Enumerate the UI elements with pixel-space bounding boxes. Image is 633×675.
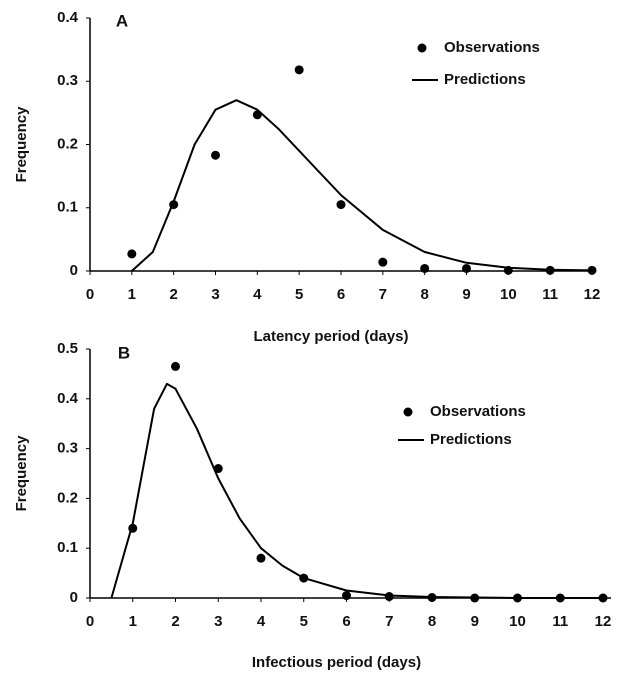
x-tick-label: 7	[379, 286, 387, 303]
x-tick-label: 11	[552, 613, 568, 630]
x-tick-label: 1	[129, 613, 137, 630]
y-axis-title: Frequency	[13, 435, 30, 512]
y-axis-title: Frequency	[13, 106, 30, 183]
y-tick-label: 0.1	[57, 199, 78, 216]
x-tick-label: 10	[500, 286, 517, 303]
x-tick-label: 12	[584, 286, 601, 303]
y-tick-label: 0	[70, 262, 78, 279]
legend-label: Predictions	[430, 431, 512, 448]
x-tick-label: 5	[300, 613, 308, 630]
x-tick-label: 1	[128, 286, 136, 303]
y-tick-label: 0.4	[57, 390, 79, 407]
x-tick-label: 6	[337, 286, 345, 303]
x-tick-label: 8	[420, 286, 428, 303]
x-axis-title: Latency period (days)	[253, 328, 408, 345]
prediction-line	[110, 382, 603, 599]
legend-marker	[417, 43, 427, 53]
observation-point	[342, 591, 351, 601]
observation-point	[378, 257, 388, 267]
x-tick-label: 12	[595, 613, 612, 630]
x-tick-label: 2	[169, 286, 177, 303]
legend-label: Observations	[444, 39, 540, 56]
observation-point	[336, 200, 346, 210]
x-tick-label: 3	[211, 286, 219, 303]
x-tick-label: 6	[342, 613, 350, 630]
x-tick-label: 3	[214, 613, 222, 630]
legend-label: Predictions	[444, 71, 526, 88]
x-tick-label: 2	[171, 613, 179, 630]
y-tick-label: 0.2	[57, 489, 78, 506]
x-tick-label: 8	[428, 613, 436, 630]
y-tick-label: 0.3	[57, 72, 78, 89]
x-tick-label: 7	[385, 613, 393, 630]
observation-point	[420, 263, 430, 273]
observation-point	[171, 361, 180, 371]
y-tick-label: 0.1	[57, 539, 78, 556]
x-tick-label: 9	[462, 286, 470, 303]
x-tick-label: 0	[86, 613, 94, 630]
legend-label: Observations	[430, 403, 526, 420]
observation-point	[127, 249, 137, 259]
x-axis-title: Infectious period (days)	[252, 654, 421, 671]
y-tick-label: 0.3	[57, 440, 78, 457]
panel-label: B	[118, 343, 130, 362]
legend-marker	[403, 407, 413, 417]
observation-point	[211, 150, 220, 160]
y-tick-label: 0.2	[57, 135, 78, 152]
x-tick-label: 4	[257, 613, 266, 630]
x-tick-label: 4	[253, 286, 262, 303]
observation-point	[256, 553, 266, 563]
panel-label: A	[116, 11, 128, 30]
y-tick-label: 0	[70, 589, 78, 606]
x-tick-label: 0	[86, 286, 94, 303]
observation-point	[294, 65, 304, 75]
y-tick-label: 0.4	[57, 9, 79, 26]
x-tick-label: 9	[471, 613, 479, 630]
observation-point	[462, 263, 471, 273]
x-tick-label: 11	[542, 286, 558, 303]
prediction-line	[131, 99, 593, 272]
x-tick-label: 5	[295, 286, 303, 303]
y-tick-label: 0.5	[57, 340, 78, 357]
x-tick-label: 10	[509, 613, 526, 630]
